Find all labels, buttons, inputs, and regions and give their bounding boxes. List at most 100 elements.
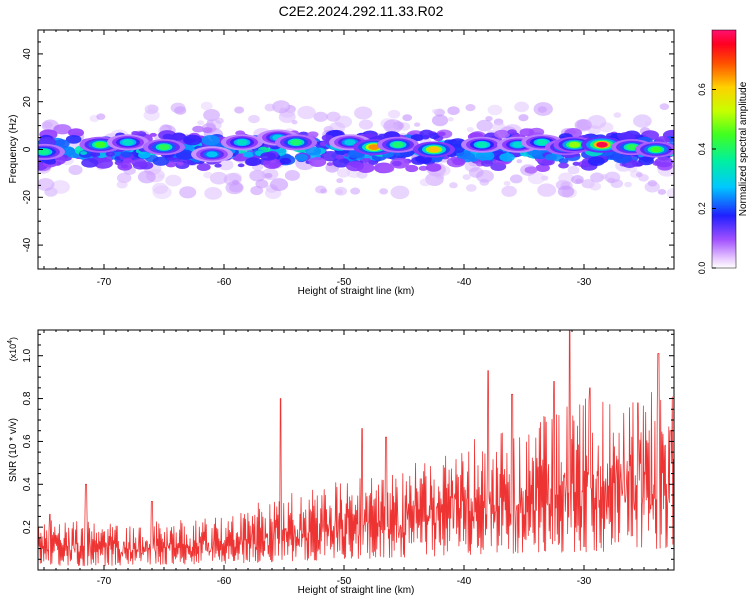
spectrogram-band-blob — [81, 158, 99, 168]
spectrogram-band-blob — [181, 143, 195, 151]
spectrogram-band-blob — [308, 157, 327, 167]
spectrogram-hotspot — [236, 139, 248, 146]
spectrogram-hotspot — [344, 139, 356, 146]
spectrogram-halo-blob — [414, 122, 421, 127]
spectrogram-halo-blob — [68, 164, 83, 175]
colorbar-tick-label: 0.6 — [697, 83, 707, 96]
spectrogram-halo-blob — [587, 115, 607, 129]
spectrogram-halo-blob — [666, 187, 674, 199]
spectrogram-halo-blob — [291, 120, 298, 125]
snr-xtick-label: -50 — [337, 576, 352, 587]
spectrogram-halo-blob — [354, 106, 373, 120]
spectrogram-hotspot — [392, 141, 404, 148]
spectrogram-halo-blob — [197, 120, 205, 126]
spectrogram-band-blob — [93, 157, 113, 169]
spectrogram-band-blob — [105, 151, 115, 157]
spectrogram-band-blob — [307, 131, 319, 138]
spectrogram-halo-blob — [248, 114, 260, 124]
spectrogram-band-blob — [507, 129, 517, 135]
spectrogram-band-blob — [419, 129, 434, 138]
spectrogram-band-blob — [558, 162, 569, 169]
spectrogram-halo-blob — [607, 177, 616, 184]
spectrogram-band-blob — [295, 153, 308, 162]
spectrogram-band-blob — [321, 134, 334, 142]
spectrogram-halo-blob — [209, 171, 228, 185]
spectrogram-halo-blob — [390, 185, 410, 200]
spectrogram-band-blob — [425, 163, 442, 172]
spectrogram-hotspot — [158, 144, 170, 151]
spectrogram-halo-blob — [116, 172, 132, 184]
spectrogram-halo-blob — [272, 100, 291, 114]
spectrogram-band-blob — [332, 157, 350, 168]
spectrogram-band-blob — [494, 129, 510, 139]
spectrogram-halo-blob — [476, 119, 493, 132]
snr-xtick-label: -70 — [97, 576, 112, 587]
spectrogram-halo-blob — [466, 127, 474, 133]
spectrogram-band-blob — [654, 156, 674, 168]
spectrogram-halo-blob — [282, 104, 289, 109]
spectrogram-band-blob — [418, 165, 428, 171]
spectrogram-band-blob — [581, 162, 590, 167]
spectrogram-halo-blob — [203, 108, 220, 121]
spectrogram-halo-blob — [284, 170, 300, 181]
spectrogram-ylabel: Frequency (Hz) — [8, 115, 19, 184]
spectrogram-halo-blob — [624, 181, 632, 188]
spectrogram-halo-blob — [501, 185, 517, 197]
spectrogram-band-blob — [335, 154, 345, 160]
spectrogram-band-blob — [131, 158, 147, 167]
snr-xtick-label: -40 — [457, 576, 472, 587]
spectrogram-band-blob — [558, 158, 569, 164]
spectrogram-band-blob — [80, 151, 88, 155]
spectrogram-hotspot — [626, 144, 638, 151]
snr-xtick-label: -60 — [217, 576, 232, 587]
spectrogram-halo-blob — [206, 119, 214, 125]
snr-ytick-label: 0.4 — [22, 477, 33, 491]
spectrogram-halo-blob — [218, 159, 234, 171]
spectrogram-ytick-label: 0 — [22, 146, 33, 152]
spectrogram-band-blob — [65, 134, 82, 144]
snr-series-line — [38, 330, 674, 567]
spectrogram-halo-blob — [96, 113, 106, 120]
spectrogram-band-blob — [262, 158, 282, 169]
spectrogram-halo-blob — [487, 104, 503, 116]
spectrogram-hotspot — [568, 141, 581, 148]
spectrogram-halo-blob — [179, 186, 197, 199]
snr-marks — [38, 330, 674, 567]
spectrogram-band-blob — [201, 127, 213, 134]
spectrogram-band-blob — [245, 157, 262, 167]
colorbar: 0.0 0.2 0.4 0.6 Normalized spectral amplitu… — [697, 29, 749, 274]
spectrogram-halo-blob — [320, 188, 328, 194]
spectrogram-band-blob — [392, 160, 402, 167]
spectrogram-halo-blob — [613, 112, 622, 118]
spectrogram-halo-blob — [557, 185, 575, 198]
spectrogram-halo-blob — [419, 178, 431, 187]
spectrogram-band-blob — [137, 151, 151, 159]
spectrogram-hotspot — [650, 146, 662, 153]
spectrogram-marks — [38, 100, 674, 200]
spectrogram-halo-blob — [334, 186, 348, 196]
spectrogram-halo-blob — [503, 180, 511, 186]
spectrogram-band-blob — [183, 134, 202, 146]
spectrogram-band-blob — [122, 158, 134, 165]
spectrogram-halo-blob — [589, 182, 602, 191]
spectrogram-hotspot — [512, 141, 524, 148]
snr-xtick-label: -30 — [577, 576, 592, 587]
spectrogram-halo-blob — [137, 170, 156, 184]
spectrogram-halo-blob — [447, 106, 460, 116]
spectrogram-panel: -70 -60 -50 -40 -30 -40 -20 0 20 40 Height of str… — [8, 29, 675, 297]
spectrogram-halo-blob — [249, 169, 266, 182]
spectrogram-halo-blob — [638, 174, 649, 182]
spectrogram-halo-blob — [479, 178, 490, 186]
spectrogram-band-blob — [214, 163, 222, 168]
snr-ylabel: SNR (10 * v/v) — [8, 418, 19, 482]
spectrogram-halo-blob — [462, 174, 471, 180]
spectrogram-band-blob — [201, 135, 220, 146]
spectrogram-band-blob — [120, 151, 132, 158]
spectrogram-halo-blob — [571, 175, 584, 185]
spectrogram-band-blob — [475, 150, 495, 162]
spectrogram-halo-blob — [116, 180, 128, 189]
spectrogram-halo-blob — [264, 172, 273, 179]
spectrogram-halo-blob — [644, 121, 651, 126]
spectrogram-halo-blob — [225, 181, 244, 195]
